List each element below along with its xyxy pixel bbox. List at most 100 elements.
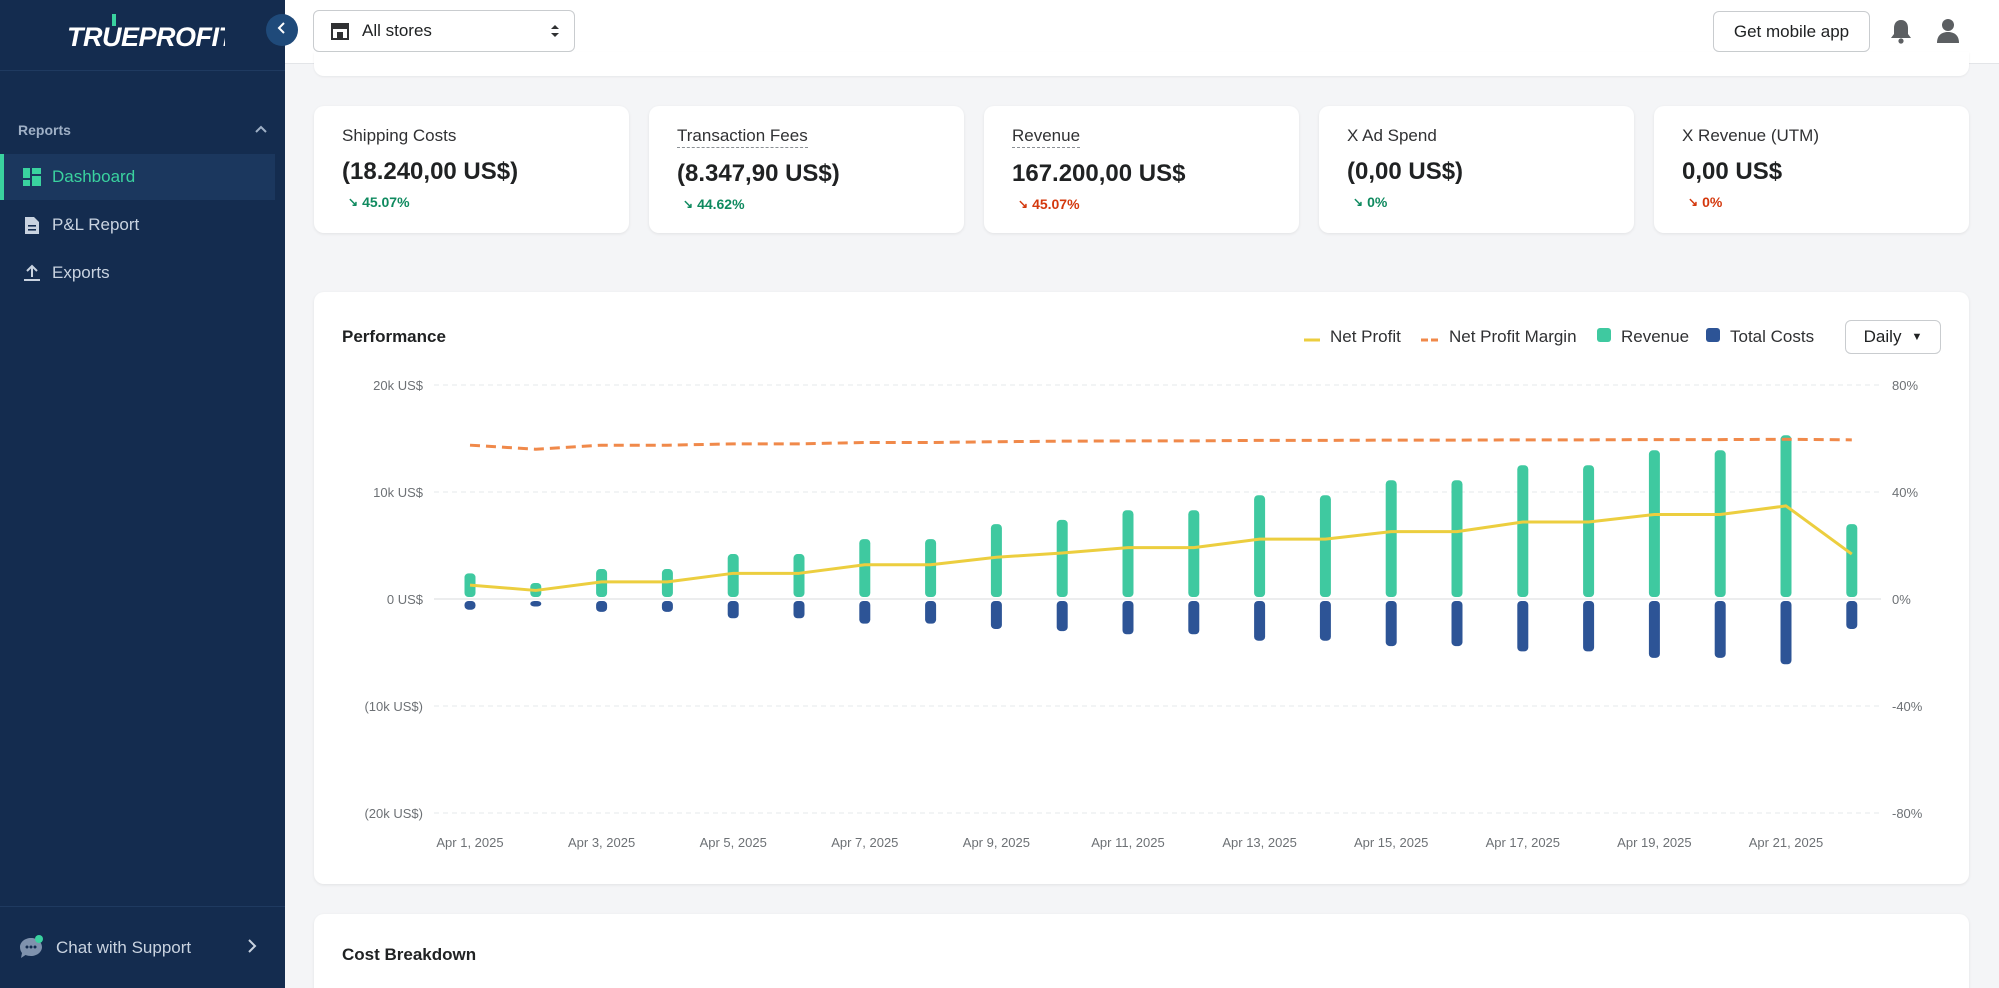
sidebar-item-dashboard[interactable]: Dashboard — [0, 154, 275, 200]
arrow-down-right-icon: ↘ — [1018, 197, 1029, 211]
total-costs-bar — [661, 601, 673, 612]
sidebar-item-label: P&L Report — [52, 215, 140, 234]
metric-card-x-revenue-utm: X Revenue (UTM) 0,00 US$ ↘ 0% — [1654, 106, 1969, 233]
revenue-bar — [1517, 465, 1529, 597]
revenue-bar — [1451, 480, 1463, 597]
cost-breakdown-title: Cost Breakdown — [342, 945, 477, 964]
metric-value: 167.200,00 US$ — [1012, 160, 1186, 187]
x-tick-label: Apr 9, 2025 — [963, 835, 1030, 850]
x-tick-label: Apr 13, 2025 — [1222, 835, 1296, 850]
revenue-bar — [1648, 450, 1660, 597]
sidebar-divider — [0, 906, 285, 907]
period-select-value: Daily — [1863, 327, 1902, 346]
caret-down-icon: ▼ — [1911, 331, 1923, 343]
total-costs-bar — [1583, 601, 1595, 652]
net-profit-margin-line — [469, 437, 1852, 451]
arrow-down-right-icon: ↘ — [348, 195, 359, 209]
y-right-tick-label: 0% — [1892, 592, 1911, 607]
get-mobile-app-button[interactable]: Get mobile app — [1713, 11, 1870, 52]
x-tick-label: Apr 15, 2025 — [1354, 835, 1428, 850]
y-right-tick-label: -80% — [1892, 806, 1923, 821]
metric-card-transaction-fees: Transaction Fees (8.347,90 US$) ↘ 44.62% — [649, 106, 964, 233]
chevron-right-icon — [246, 938, 258, 959]
total-costs-bar — [859, 601, 871, 624]
net-profit-line — [469, 504, 1853, 592]
cost-breakdown-card: Cost Breakdown — [314, 914, 1969, 988]
total-costs-bar — [925, 601, 937, 624]
metric-title: Shipping Costs — [342, 126, 457, 145]
arrow-down-right-icon: ↘ — [683, 197, 694, 211]
store-select-value: All stores — [362, 21, 432, 40]
total-costs-bar — [596, 601, 608, 612]
total-costs-bar — [1188, 601, 1200, 635]
total-costs-bar — [727, 601, 739, 619]
revenue-bar — [925, 539, 937, 597]
metric-title[interactable]: Revenue — [1012, 126, 1081, 148]
metric-change: ↘ 44.62% — [677, 196, 936, 212]
bell-icon[interactable] — [1889, 18, 1913, 44]
reports-section-header[interactable]: Reports — [18, 121, 268, 139]
sidebar: TRUEPROFIT Reports Dashboard P&L Report … — [0, 0, 285, 988]
metric-change-value: 45.07% — [1032, 196, 1080, 212]
metric-value: (18.240,00 US$) — [342, 158, 519, 185]
legend-revenue[interactable]: Revenue — [1597, 327, 1689, 347]
sidebar-divider — [0, 70, 285, 71]
y-left-tick-label: 0 US$ — [387, 592, 424, 607]
metric-change: ↘ 45.07% — [1012, 196, 1271, 212]
revenue-bar — [1714, 450, 1726, 597]
metric-change: ↘ 0% — [1682, 194, 1941, 210]
collapse-sidebar-button[interactable] — [266, 14, 298, 46]
document-icon — [22, 215, 42, 235]
metric-title[interactable]: Transaction Fees — [677, 126, 808, 148]
chevron-up-icon — [254, 122, 268, 139]
chat-with-support-button[interactable]: Chat with Support — [18, 930, 258, 966]
store-select[interactable]: All stores — [313, 10, 575, 52]
revenue-bar — [793, 554, 805, 597]
metric-card-x-ad-spend: X Ad Spend (0,00 US$) ↘ 0% — [1319, 106, 1634, 233]
square-swatch-icon — [1706, 327, 1720, 347]
total-costs-bar — [1846, 601, 1858, 629]
total-costs-bar — [1056, 601, 1068, 632]
y-right-tick-label: 80% — [1892, 378, 1918, 393]
total-costs-bar — [1517, 601, 1529, 652]
legend-label: Net Profit Margin — [1449, 327, 1577, 346]
line-swatch-icon — [1304, 327, 1320, 347]
sidebar-item-label: Exports — [52, 263, 110, 282]
revenue-bar — [727, 554, 739, 597]
metric-value: (0,00 US$) — [1347, 158, 1464, 185]
legend-net-profit[interactable]: Net Profit — [1304, 327, 1401, 347]
x-tick-label: Apr 5, 2025 — [700, 835, 767, 850]
x-tick-label: Apr 1, 2025 — [436, 835, 503, 850]
user-icon[interactable] — [1935, 17, 1961, 45]
sidebar-item-pl-report[interactable]: P&L Report — [0, 202, 275, 248]
total-costs-bar — [793, 601, 805, 619]
metric-title: X Revenue (UTM) — [1682, 126, 1819, 145]
x-tick-label: Apr 17, 2025 — [1486, 835, 1560, 850]
revenue-bar — [1122, 510, 1134, 597]
x-tick-label: Apr 3, 2025 — [568, 835, 635, 850]
revenue-bar — [1583, 465, 1595, 597]
metric-change-value: 44.62% — [697, 196, 745, 212]
performance-card: Performance Net Profit Net Profit Margin… — [314, 292, 1969, 884]
period-select[interactable]: Daily ▼ — [1845, 320, 1941, 354]
x-tick-label: Apr 7, 2025 — [831, 835, 898, 850]
sidebar-item-exports[interactable]: Exports — [0, 250, 275, 296]
legend-total-costs[interactable]: Total Costs — [1706, 327, 1814, 347]
revenue-bar — [1319, 495, 1331, 597]
total-costs-bar — [1254, 601, 1266, 641]
chevron-left-icon — [276, 21, 288, 40]
total-costs-bar — [990, 601, 1002, 629]
chat-icon — [18, 935, 44, 961]
legend-label: Total Costs — [1730, 327, 1815, 346]
legend-label: Net Profit — [1330, 327, 1401, 346]
metric-change-value: 45.07% — [362, 194, 410, 210]
revenue-bar — [1385, 480, 1397, 597]
sidebar-item-label: Dashboard — [52, 167, 136, 186]
performance-title: Performance — [342, 327, 446, 346]
legend-net-profit-margin[interactable]: Net Profit Margin — [1421, 327, 1577, 347]
chat-label: Chat with Support — [56, 938, 192, 957]
trueprofit-logo[interactable]: TRUEPROFIT — [65, 14, 225, 58]
revenue-bar — [1254, 495, 1266, 597]
metric-change-value: 0% — [1367, 194, 1388, 210]
metric-value: (8.347,90 US$) — [677, 160, 840, 187]
